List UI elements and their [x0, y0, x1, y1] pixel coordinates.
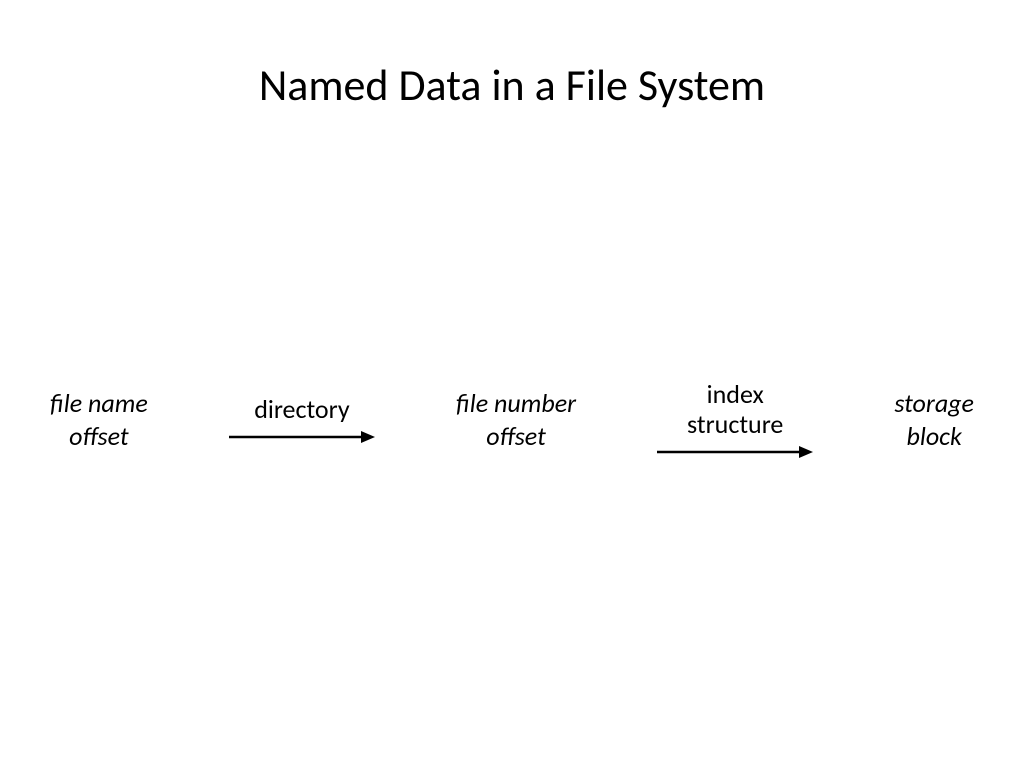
node-file-name-offset: file name offset [50, 387, 148, 452]
arrow-index-structure: index structure [655, 380, 815, 460]
node-line: file name [50, 387, 148, 420]
arrow-label-line: directory [254, 395, 349, 425]
flowchart-diagram: file name offset directory file number o… [50, 380, 974, 460]
arrow-label: directory [254, 395, 349, 425]
node-line: block [894, 420, 974, 453]
node-line: storage [894, 387, 974, 420]
arrow-label: index structure [687, 380, 783, 440]
arrow-right-icon [227, 429, 377, 445]
node-line: offset [456, 420, 576, 453]
arrow-label-line: structure [687, 410, 783, 440]
arrow-directory: directory [227, 395, 377, 445]
node-file-number-offset: file number offset [456, 387, 576, 452]
arrow-right-icon [655, 444, 815, 460]
node-line: offset [50, 420, 148, 453]
node-line: file number [456, 387, 576, 420]
slide-title: Named Data in a File System [0, 58, 1024, 112]
node-storage-block: storage block [894, 387, 974, 452]
arrow-label-line: index [687, 380, 783, 410]
